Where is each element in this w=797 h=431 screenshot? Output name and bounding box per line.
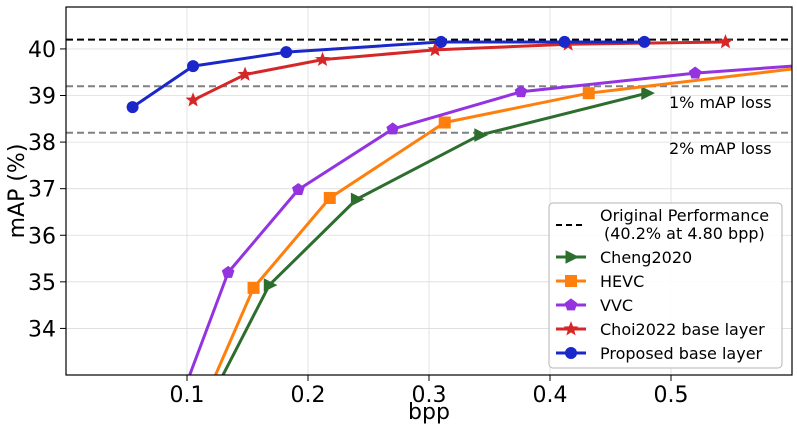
y-tick-label: 35: [28, 271, 56, 296]
legend-marker-choi2022-base-layer: [563, 321, 579, 336]
legend-label-vvc: VVC: [600, 296, 633, 315]
data-point-cheng2020: [350, 192, 365, 207]
legend-entry-proposed-base-layer: Proposed base layer: [556, 344, 763, 363]
data-point-proposed-base-layer: [187, 60, 200, 73]
legend-label-original-line1: Original Performance: [600, 206, 769, 225]
data-point-vvc: [688, 66, 702, 79]
legend-entry-hevc: HEVC: [556, 272, 644, 291]
legend-label-hevc: HEVC: [600, 272, 644, 291]
legend-entry-cheng2020: Cheng2020: [556, 248, 692, 267]
y-tick-label: 37: [28, 178, 56, 203]
y-axis-label: mAP (%): [5, 144, 30, 239]
x-tick-label: 0.2: [291, 383, 326, 408]
y-tick-label: 34: [28, 317, 56, 342]
data-point-choi2022-base-layer: [237, 66, 253, 81]
series-line-choi2022-base-layer: [192, 40, 726, 102]
series-cheng2020: [221, 86, 655, 375]
y-tick-label: 36: [28, 224, 56, 249]
series-vvc: [188, 64, 792, 375]
data-point-cheng2020: [263, 278, 278, 292]
legend-marker-proposed-base-layer: [565, 347, 577, 359]
legend-label-cheng2020: Cheng2020: [600, 248, 692, 267]
data-point-proposed-base-layer: [558, 35, 571, 48]
data-point-vvc: [292, 182, 305, 195]
legend-label-proposed-base-layer: Proposed base layer: [600, 344, 763, 363]
legend-marker-cheng2020: [565, 250, 580, 264]
axis-ticks: 0.1 0.2 0.3 0.4 0.5 34 35 36 37 38 39 40: [28, 38, 689, 408]
legend: Original Performance (40.2% at 4.80 bpp)…: [548, 202, 783, 369]
legend-marker-hevc: [565, 275, 577, 287]
data-point-proposed-base-layer: [280, 46, 293, 59]
data-point-proposed-base-layer: [435, 35, 448, 48]
data-point-hevc: [438, 116, 451, 129]
x-tick-label: 0.1: [170, 383, 205, 408]
legend-marker-vvc: [564, 298, 578, 311]
x-tick-label: 0.5: [654, 383, 689, 408]
series-hevc: [213, 67, 792, 375]
data-point-choi2022-base-layer: [185, 92, 201, 107]
data-point-vvc: [514, 85, 528, 98]
legend-label-choi2022-base-layer: Choi2022 base layer: [600, 320, 765, 339]
annotation-2pct-loss: 2% mAP loss: [669, 139, 772, 158]
legend-label-original-line2: (40.2% at 4.80 bpp): [604, 224, 765, 243]
annotation-1pct-loss: 1% mAP loss: [669, 93, 772, 112]
data-point-proposed-base-layer: [638, 35, 651, 48]
series-line-hevc: [213, 67, 792, 375]
data-point-vvc: [221, 265, 235, 278]
data-point-cheng2020: [641, 86, 655, 100]
legend-entry-choi2022-base-layer: Choi2022 base layer: [556, 320, 765, 339]
data-point-choi2022-base-layer: [717, 34, 733, 49]
x-tick-label: 0.4: [533, 383, 568, 408]
data-point-hevc: [323, 191, 336, 204]
legend-box: [548, 202, 783, 369]
x-axis-label: bpp: [408, 400, 450, 425]
data-point-cheng2020: [474, 128, 488, 142]
y-tick-label: 40: [28, 38, 56, 63]
series-line-proposed-base-layer: [131, 40, 645, 109]
data-point-hevc: [247, 281, 260, 294]
series-layer: [126, 34, 792, 375]
data-point-proposed-base-layer: [126, 101, 139, 114]
y-tick-label: 39: [28, 85, 56, 110]
data-point-choi2022-base-layer: [315, 51, 331, 67]
y-tick-label: 38: [28, 131, 56, 156]
series-proposed-base-layer: [126, 35, 651, 114]
legend-entry-vvc: VVC: [556, 296, 633, 315]
data-point-hevc: [582, 87, 595, 100]
x-tick-label: 0.3: [412, 383, 447, 408]
data-point-vvc: [386, 122, 399, 135]
grid: [66, 7, 792, 375]
